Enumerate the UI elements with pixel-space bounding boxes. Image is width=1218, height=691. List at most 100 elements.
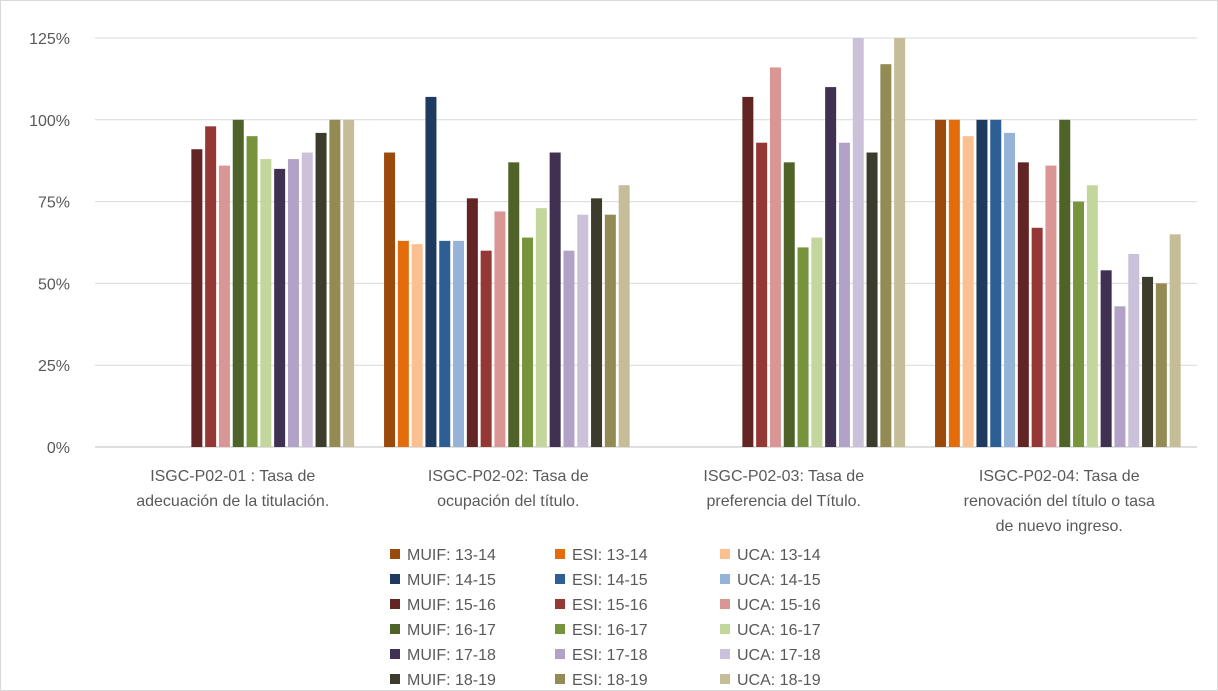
bar — [962, 136, 974, 447]
y-tick-label: 0% — [47, 440, 70, 457]
legend-label: UCA: 17-18 — [737, 647, 821, 664]
bar — [935, 119, 947, 448]
legend-swatch — [390, 574, 400, 584]
bar — [343, 119, 355, 448]
legend-label: UCA: 16-17 — [737, 622, 821, 639]
bar — [453, 240, 465, 447]
bar — [976, 119, 988, 448]
bar — [425, 96, 437, 448]
category-label: preferencia del Título. — [707, 493, 861, 510]
legend-swatch — [390, 549, 400, 559]
y-tick-label: 100% — [29, 113, 70, 130]
category-label: de nuevo ingreso. — [996, 518, 1123, 535]
bar — [218, 165, 230, 448]
bar — [1155, 283, 1167, 447]
y-tick-label: 75% — [38, 195, 70, 212]
legend-label: MUIF: 18-19 — [407, 672, 496, 689]
bar — [191, 149, 203, 447]
bar — [577, 214, 589, 447]
bar — [522, 237, 534, 447]
legend-swatch — [720, 674, 730, 684]
legend-label: ESI: 13-14 — [572, 547, 648, 564]
bar — [1086, 185, 1098, 448]
bar — [439, 240, 451, 447]
bar — [852, 38, 864, 447]
bar — [315, 132, 327, 447]
category-label: ISGC-P02-03: Tasa de — [703, 468, 864, 485]
category-label: adecuación de la titulación. — [136, 493, 329, 510]
y-tick-label: 50% — [38, 276, 70, 293]
bar — [1045, 165, 1057, 448]
category-label: ocupación del título. — [437, 493, 579, 510]
category-label: ISGC-P02-04: Tasa de — [979, 468, 1140, 485]
legend-swatch — [720, 624, 730, 634]
bar — [1031, 227, 1043, 447]
legend-label: MUIF: 14-15 — [407, 572, 496, 589]
bar — [494, 211, 506, 447]
bar — [1100, 270, 1112, 447]
bar — [246, 136, 258, 447]
bar — [1169, 234, 1181, 447]
bar — [384, 152, 396, 447]
y-tick-label: 25% — [38, 358, 70, 375]
legend-label: UCA: 15-16 — [737, 597, 821, 614]
bar — [205, 126, 217, 447]
bar — [1017, 162, 1029, 447]
bar — [535, 208, 547, 447]
bar — [866, 152, 878, 447]
bar — [990, 119, 1002, 448]
legend-swatch — [720, 649, 730, 659]
bar — [549, 152, 561, 447]
bar — [756, 142, 768, 447]
legend-label: ESI: 14-15 — [572, 572, 648, 589]
bar — [260, 159, 272, 447]
bar — [894, 38, 906, 447]
bar — [1142, 276, 1154, 447]
bar — [769, 67, 781, 447]
bar — [783, 162, 795, 447]
legend-label: MUIF: 16-17 — [407, 622, 496, 639]
bar — [411, 244, 423, 447]
legend-label: MUIF: 13-14 — [407, 547, 496, 564]
bar — [232, 119, 244, 448]
legend-swatch — [555, 574, 565, 584]
category-label: renovación del título o tasa — [964, 493, 1155, 510]
bar — [838, 142, 850, 447]
legend-label: ESI: 16-17 — [572, 622, 648, 639]
legend-swatch — [390, 674, 400, 684]
bar — [301, 152, 313, 447]
bar — [618, 185, 630, 448]
legend-swatch — [390, 624, 400, 634]
bar — [1073, 201, 1085, 447]
bar — [397, 240, 409, 447]
bar — [274, 168, 286, 447]
bar — [742, 96, 754, 448]
bar — [948, 119, 960, 448]
legend-swatch — [555, 624, 565, 634]
bar — [508, 162, 520, 447]
bar — [591, 198, 603, 447]
legend-label: MUIF: 15-16 — [407, 597, 496, 614]
legend-label: MUIF: 17-18 — [407, 647, 496, 664]
bar — [1114, 306, 1126, 447]
legend-swatch — [555, 549, 565, 559]
bar — [287, 159, 299, 447]
legend-label: ESI: 17-18 — [572, 647, 648, 664]
category-label: ISGC-P02-02: Tasa de — [428, 468, 589, 485]
legend-swatch — [555, 599, 565, 609]
legend-label: UCA: 13-14 — [737, 547, 821, 564]
legend-swatch — [555, 649, 565, 659]
bar — [811, 237, 823, 447]
legend-swatch — [720, 574, 730, 584]
bar — [563, 250, 575, 447]
legend-swatch — [555, 674, 565, 684]
y-tick-label: 125% — [29, 31, 70, 48]
bar — [329, 119, 341, 448]
bar — [604, 214, 616, 447]
legend-swatch — [390, 649, 400, 659]
legend-label: ESI: 18-19 — [572, 672, 648, 689]
bar — [797, 247, 809, 447]
bar — [466, 198, 478, 447]
bar — [1059, 119, 1071, 448]
